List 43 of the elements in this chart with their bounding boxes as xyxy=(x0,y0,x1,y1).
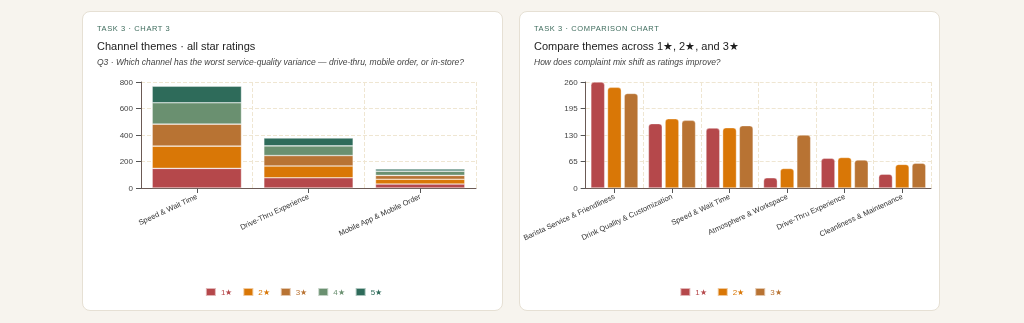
bar xyxy=(796,135,811,188)
y-tick-label: 600 xyxy=(119,104,134,113)
y-tick-label: 0 xyxy=(128,183,134,193)
bar xyxy=(375,184,465,188)
bar xyxy=(375,175,465,180)
bar xyxy=(590,82,605,188)
bar xyxy=(665,118,679,188)
legend-label: 5★ xyxy=(370,287,383,297)
y-tick-label: 400 xyxy=(119,130,134,140)
chart-title: Channel themes · all star ratings xyxy=(97,40,256,52)
bar xyxy=(681,120,696,188)
bar xyxy=(375,171,465,176)
y-tick-label: 65 xyxy=(568,157,579,166)
bar xyxy=(607,87,622,188)
legend-label: 2★ xyxy=(258,287,270,297)
bar xyxy=(911,163,926,188)
bar xyxy=(624,93,639,188)
legend-label: 3★ xyxy=(770,287,782,297)
bar xyxy=(854,159,869,188)
bar xyxy=(821,158,835,188)
bar xyxy=(878,174,893,188)
y-tick-label: 130 xyxy=(564,130,579,140)
y-tick-label: 195 xyxy=(564,104,579,113)
chart-title: Compare themes across 1★, 2★, and 3★ xyxy=(534,40,739,53)
bar xyxy=(895,164,910,188)
bar xyxy=(705,128,720,188)
bar xyxy=(837,157,852,188)
legend-label: 4★ xyxy=(333,287,345,297)
bar xyxy=(648,123,663,188)
bar xyxy=(739,125,754,188)
legend-label: 1★ xyxy=(220,287,233,297)
legend-label: 1★ xyxy=(695,287,707,297)
legend-label: 3★ xyxy=(295,287,308,297)
bar xyxy=(780,168,795,188)
chart-subtitle: How does complaint mix shift as ratings improve? xyxy=(534,57,721,67)
y-tick-label: 200 xyxy=(119,157,134,166)
legend-label: 2★ xyxy=(732,287,745,297)
y-tick-label: 260 xyxy=(564,77,579,87)
chart-subtitle: Q3 · Which channel has the worst service-quality variance — drive-thru, mobile order, or in-store? xyxy=(97,57,465,67)
bar xyxy=(763,177,778,188)
y-tick-label: 800 xyxy=(119,77,134,87)
bar xyxy=(722,127,737,188)
y-tick-label: 0 xyxy=(573,183,579,193)
